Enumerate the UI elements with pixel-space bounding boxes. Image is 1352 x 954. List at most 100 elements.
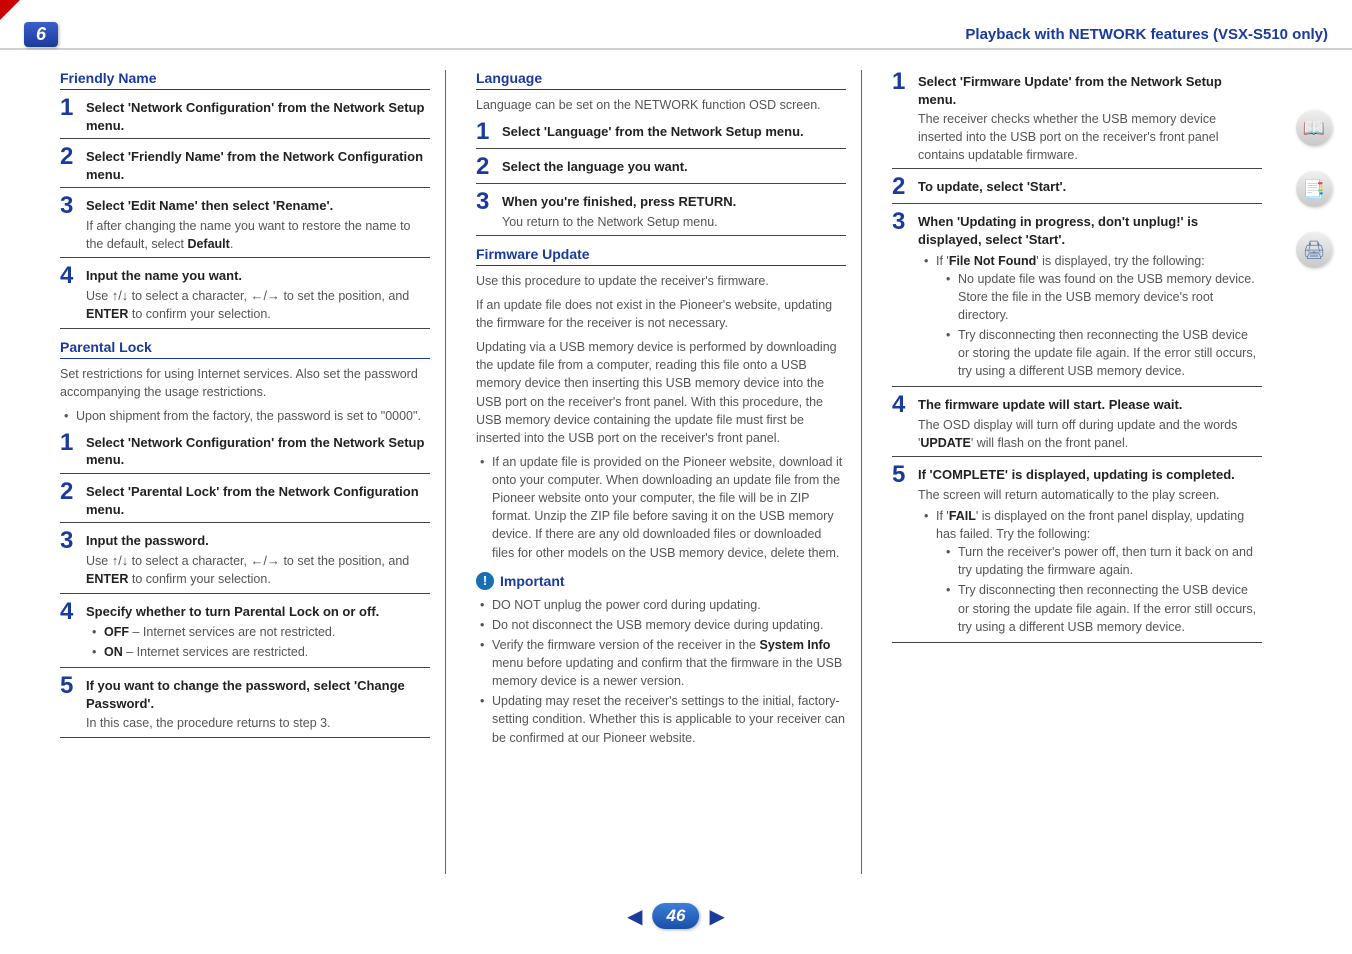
print-icon[interactable]: 🖨 — [1296, 232, 1332, 268]
step-body: Select 'Network Configuration' from the … — [86, 96, 430, 134]
text: – Internet services are restricted. — [123, 645, 309, 659]
step-title: When you're finished, press RETURN. — [502, 193, 846, 211]
step-body: Specify whether to turn Parental Lock on… — [86, 600, 430, 664]
docs-icon[interactable]: 📑 — [1296, 171, 1332, 207]
chapter-title: Playback with NETWORK features (VSX-S510… — [965, 26, 1328, 43]
step: 2 To update, select 'Start'. — [892, 175, 1262, 204]
step-body: Select 'Edit Name' then select 'Rename'.… — [86, 194, 430, 253]
step: 5 If you want to change the password, se… — [60, 674, 430, 737]
step-number: 3 — [476, 190, 494, 214]
intro-text: Set restrictions for using Internet serv… — [60, 365, 430, 401]
prev-page-arrow-icon[interactable]: ◀ — [627, 904, 642, 929]
column-3: 1 Select 'Firmware Update' from the Netw… — [892, 70, 1262, 874]
step-body: To update, select 'Start'. — [918, 175, 1262, 196]
bullet: Verify the firmware version of the recei… — [480, 636, 846, 690]
step-title: Select 'Language' from the Network Setup… — [502, 123, 846, 141]
chapter-number-badge: 6 — [24, 22, 58, 47]
text-bold: FAIL — [949, 509, 976, 523]
step: 1 Select 'Firmware Update' from the Netw… — [892, 70, 1262, 169]
text: – Internet services are not restricted. — [129, 625, 335, 639]
text-bold: RETURN. — [678, 194, 736, 209]
page-navigation: ◀ 46 ▶ — [627, 903, 725, 929]
step-title: If 'COMPLETE' is displayed, updating is … — [918, 466, 1262, 484]
up-down-arrow-icon: ↓ — [122, 288, 129, 303]
text: If ' — [936, 509, 949, 523]
dash-item: Turn the receiver's power off, then turn… — [946, 543, 1262, 579]
text: Verify the firmware version of the recei… — [492, 638, 759, 652]
bullet: DO NOT unplug the power cord during upda… — [480, 596, 846, 614]
bullet: Upon shipment from the factory, the pass… — [64, 407, 430, 425]
step-desc: The screen will return automatically to … — [918, 486, 1262, 504]
heading-language: Language — [476, 70, 846, 90]
step: 4 Input the name you want. Use ↑/↓ to se… — [60, 264, 430, 329]
bullet: If 'File Not Found' is displayed, try th… — [924, 252, 1262, 381]
page-number-badge: 46 — [653, 903, 700, 929]
step-number: 1 — [476, 120, 494, 144]
step-number: 4 — [60, 264, 78, 288]
header-left: 6 — [24, 22, 58, 47]
important-icon: ! — [476, 572, 494, 590]
step-title: Input the password. — [86, 532, 430, 550]
step-body: Input the password. Use ↑/↓ to select a … — [86, 529, 430, 589]
step-number: 4 — [892, 393, 910, 417]
text: When you're finished, press — [502, 194, 678, 209]
step-title: Input the name you want. — [86, 267, 430, 285]
text: If ' — [936, 254, 949, 268]
step: 3 When 'Updating in progress, don't unpl… — [892, 210, 1262, 387]
book-icon[interactable]: 📖 — [1296, 110, 1332, 146]
text-bold: OFF — [104, 625, 129, 639]
step-title: Select 'Friendly Name' from the Network … — [86, 148, 430, 183]
text: ' is displayed on the front panel displa… — [936, 509, 1244, 541]
step-number: 2 — [892, 175, 910, 199]
step: 1 Select 'Language' from the Network Set… — [476, 120, 846, 149]
step-number: 5 — [60, 674, 78, 698]
step-body: Select 'Network Configuration' from the … — [86, 431, 430, 469]
step-title: Select 'Network Configuration' from the … — [86, 434, 430, 469]
important-label: Important — [500, 573, 565, 589]
left-right-arrow-icon: ← — [250, 553, 263, 568]
step-title: Specify whether to turn Parental Lock on… — [86, 603, 430, 621]
dash-item: No update file was found on the USB memo… — [946, 270, 1262, 324]
step: 1 Select 'Network Configuration' from th… — [60, 96, 430, 139]
step-desc: Use ↑/↓ to select a character, ←/→ to se… — [86, 287, 430, 324]
step-number: 1 — [60, 431, 78, 455]
bullet: If 'FAIL' is displayed on the front pane… — [924, 507, 1262, 636]
bullet: ON – Internet services are restricted. — [92, 643, 430, 661]
text: menu before updating and confirm that th… — [492, 656, 842, 688]
step-body: The firmware update will start. Please w… — [918, 393, 1262, 452]
step-title: Select 'Parental Lock' from the Network … — [86, 483, 430, 518]
step-body: If you want to change the password, sele… — [86, 674, 430, 732]
text-bold: ON — [104, 645, 123, 659]
dash-list: No update file was found on the USB memo… — [936, 270, 1262, 381]
step-number: 3 — [60, 194, 78, 218]
text: . — [230, 237, 233, 251]
step-number: 5 — [892, 463, 910, 487]
heading-friendly-name: Friendly Name — [60, 70, 430, 90]
step: 2 Select 'Parental Lock' from the Networ… — [60, 480, 430, 523]
next-page-arrow-icon[interactable]: ▶ — [709, 904, 724, 929]
column-2: Language Language can be set on the NETW… — [476, 70, 862, 874]
up-down-arrow-icon: ↓ — [122, 553, 129, 568]
step: 4 Specify whether to turn Parental Lock … — [60, 600, 430, 669]
step-body: Select 'Parental Lock' from the Network … — [86, 480, 430, 518]
step: 3 Input the password. Use ↑/↓ to select … — [60, 529, 430, 594]
step: 1 Select 'Network Configuration' from th… — [60, 431, 430, 474]
intro-text: Language can be set on the NETWORK funct… — [476, 96, 846, 114]
column-1: Friendly Name 1 Select 'Network Configur… — [60, 70, 446, 874]
step-title: Select the language you want. — [502, 158, 846, 176]
text-bold: System Info — [759, 638, 830, 652]
side-nav-icons: 📖 📑 🖨 — [1296, 110, 1332, 268]
step-title: Select 'Firmware Update' from the Networ… — [918, 73, 1262, 108]
bullet: If an update file is provided on the Pio… — [480, 453, 846, 562]
step-number: 1 — [892, 70, 910, 94]
paragraph: Updating via a USB memory device is perf… — [476, 338, 846, 447]
important-list: DO NOT unplug the power cord during upda… — [476, 596, 846, 747]
important-heading: ! Important — [476, 572, 846, 590]
up-down-arrow-icon: ↑ — [112, 553, 119, 568]
step-desc: You return to the Network Setup menu. — [502, 213, 846, 231]
paragraph: Use this procedure to update the receive… — [476, 272, 846, 290]
step-desc: If after changing the name you want to r… — [86, 217, 430, 253]
step: 5 If 'COMPLETE' is displayed, updating i… — [892, 463, 1262, 643]
sub-bullet-list: If 'File Not Found' is displayed, try th… — [918, 252, 1262, 381]
bullet-list: Upon shipment from the factory, the pass… — [60, 407, 430, 425]
